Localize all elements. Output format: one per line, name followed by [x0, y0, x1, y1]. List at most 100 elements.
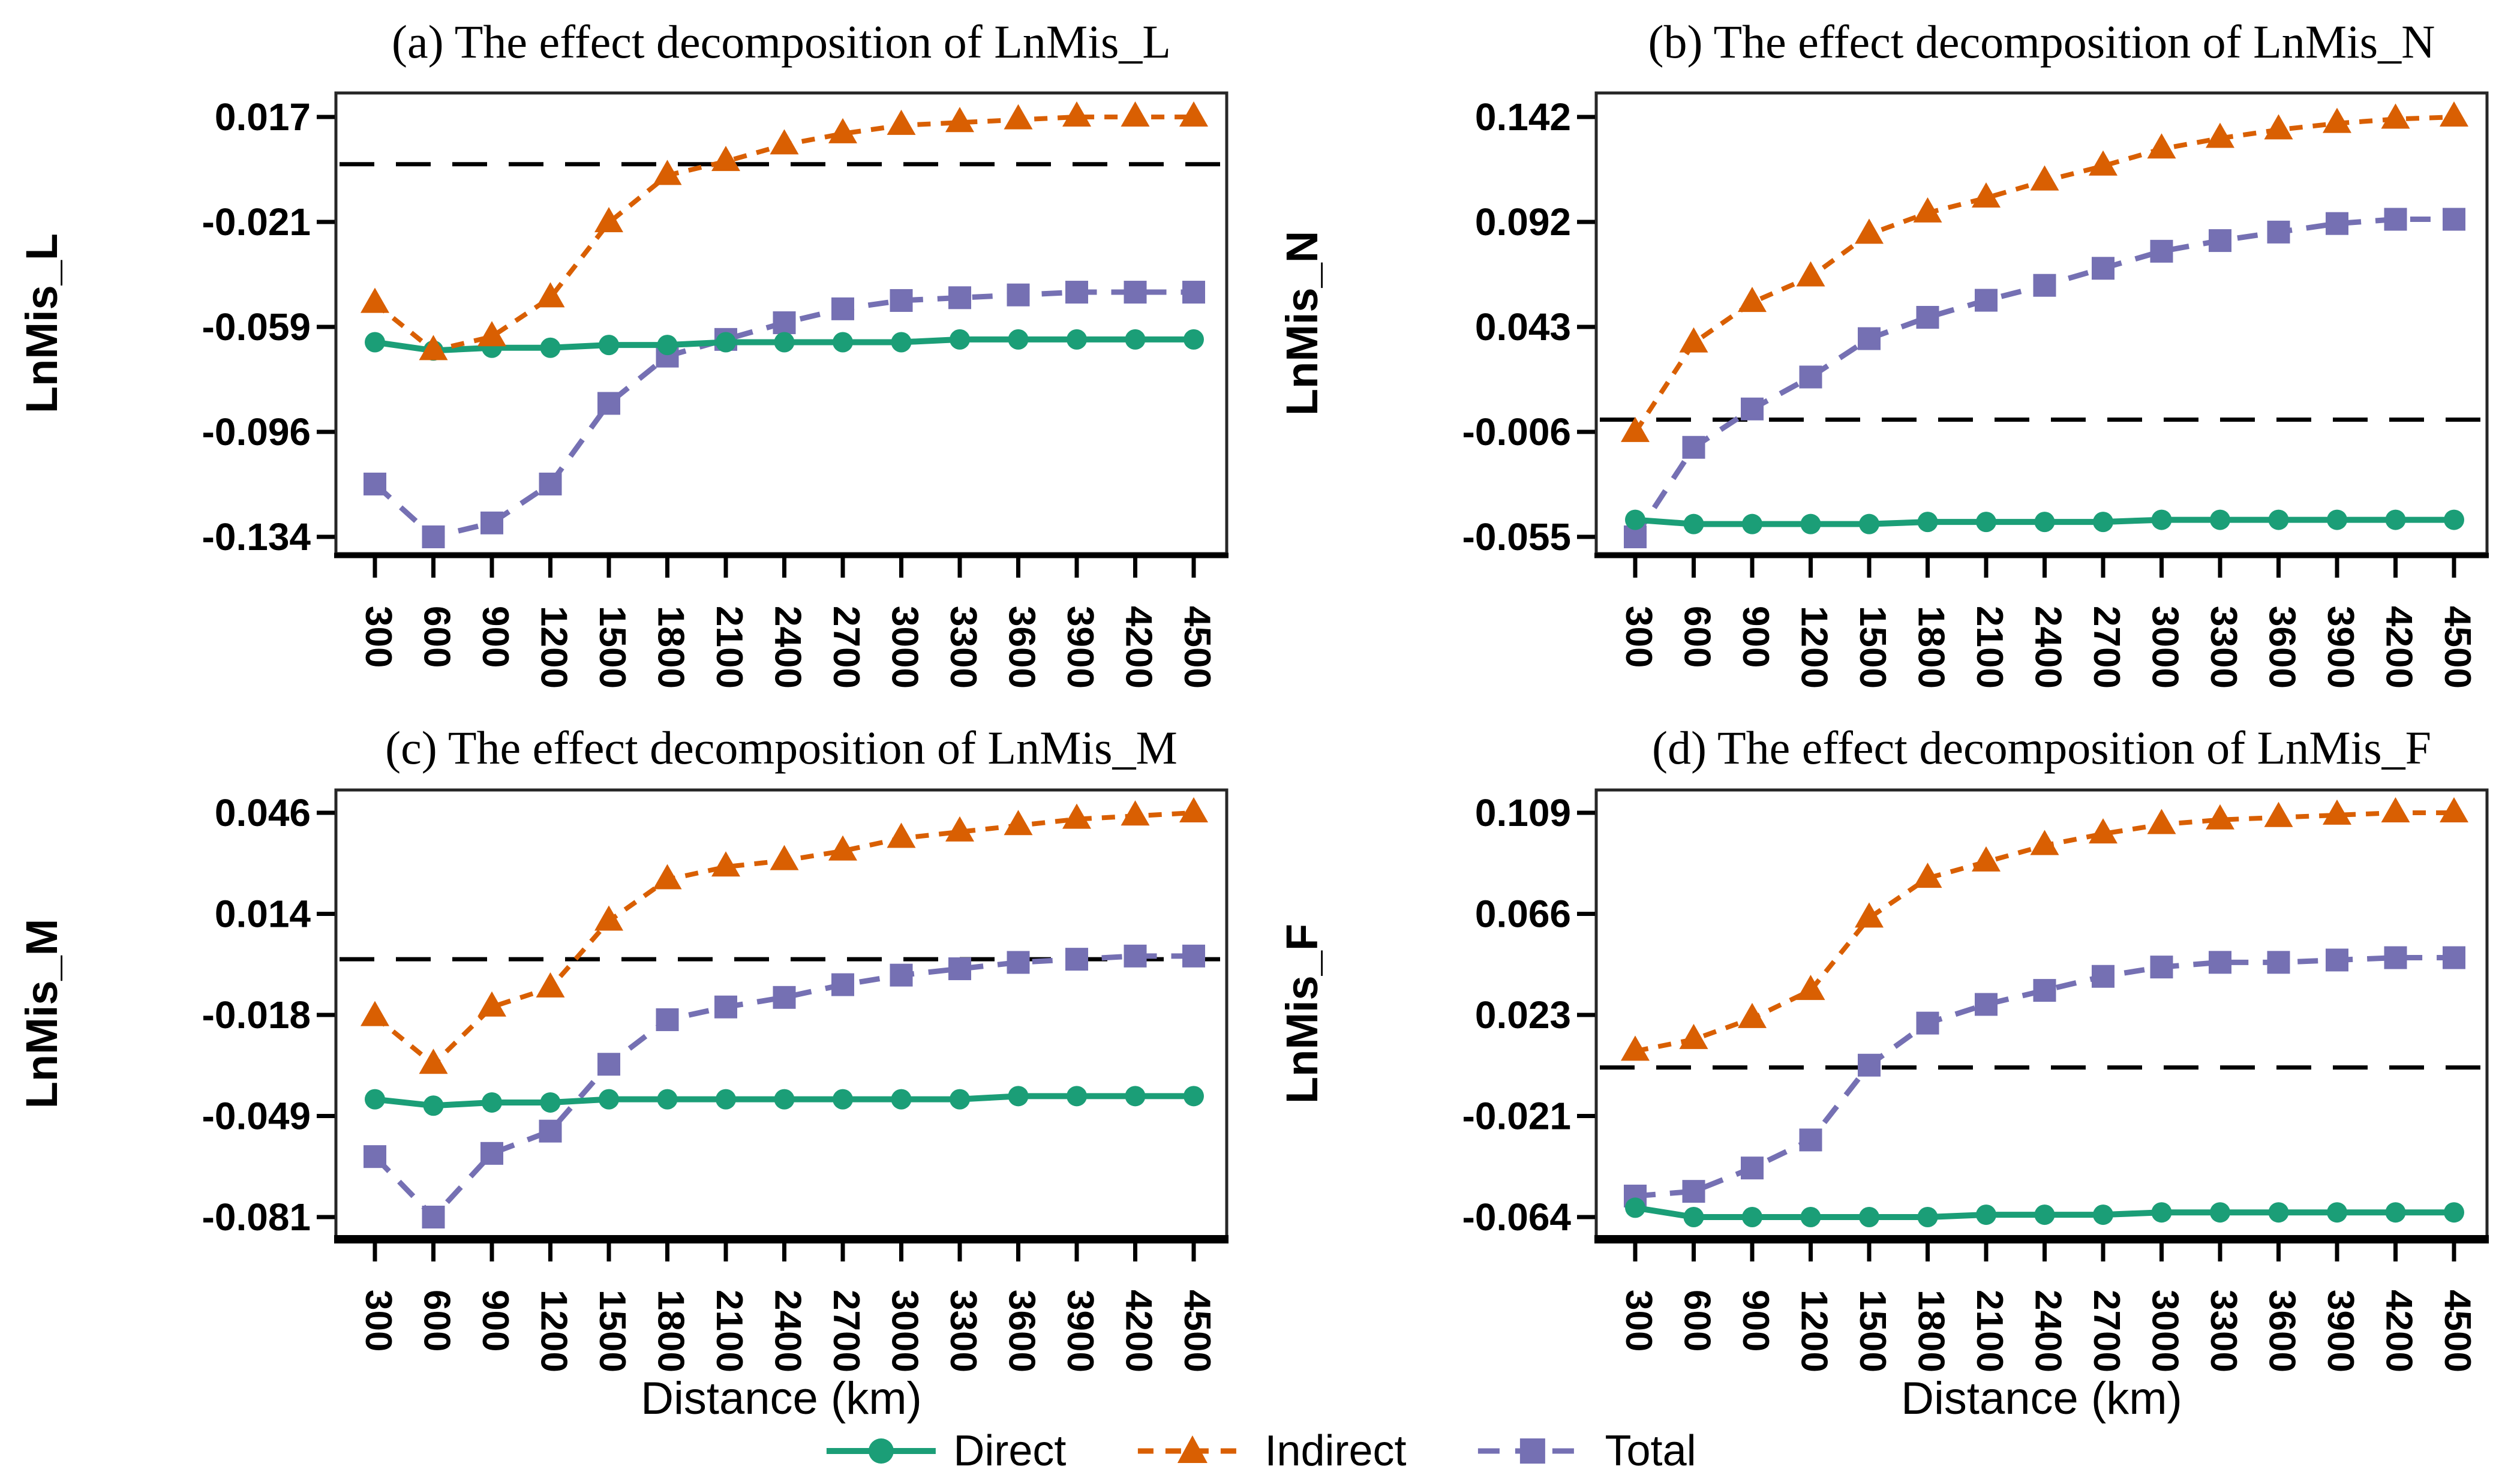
- x-tick-label: 900: [1735, 606, 1776, 668]
- y-tick-label: 0.046: [215, 791, 311, 834]
- legend-item-indirect: Indirect: [1135, 1426, 1407, 1476]
- legend-label-total: Total: [1605, 1427, 1696, 1475]
- x-tick-label: 1200: [533, 1290, 575, 1372]
- x-axis-title: Distance (km): [641, 1373, 922, 1424]
- x-tick-label: 3900: [2320, 1290, 2361, 1372]
- x-tick-label: 1800: [650, 606, 692, 689]
- x-tick-label: 3600: [1001, 606, 1043, 689]
- x-tick-label: 1800: [1911, 606, 1952, 689]
- x-axis: 300 600 900 1200 1500 1800 2100 2400 2700 3000 330…: [1618, 557, 2478, 689]
- x-tick-label: 300: [1618, 606, 1659, 668]
- x-tick-label: 900: [474, 1290, 516, 1351]
- series-indirect: [1621, 797, 2468, 1061]
- legend-label-direct: Direct: [953, 1427, 1067, 1475]
- y-tick-label: -0.021: [202, 200, 311, 244]
- x-tick-label: 1500: [591, 1290, 633, 1372]
- y-axis: 0.142 0.092 0.043 -0.006 -0.055: [1462, 95, 1595, 558]
- series-direct: [365, 329, 1204, 361]
- x-tick-label: 2100: [1969, 1290, 2010, 1372]
- y-axis-title: LnMis_F: [1277, 924, 1327, 1104]
- x-tick-label: 3600: [2261, 606, 2303, 689]
- x-tick-label: 2100: [708, 606, 750, 689]
- x-axis: 300 600 900 1200 1500 1800 2100 2400 2700 3000 330…: [358, 557, 1218, 689]
- y-tick-label: -0.055: [1462, 515, 1571, 558]
- y-tick-label: -0.006: [1462, 410, 1571, 453]
- x-tick-label: 4500: [1176, 1290, 1218, 1372]
- y-tick-label: -0.018: [202, 993, 311, 1037]
- x-tick-label: 4500: [2437, 1290, 2478, 1372]
- x-tick-label: 1200: [1794, 606, 1835, 689]
- series-total: [1624, 946, 2465, 1207]
- panel-d-chart: (d) The effect decomposition of LnMis_F …: [1260, 711, 2520, 1484]
- x-tick-label: 2100: [708, 1290, 750, 1372]
- legend-item-total: Total: [1476, 1426, 1696, 1476]
- legend: Direct Indirect Total: [824, 1426, 1696, 1476]
- y-tick-label: 0.043: [1475, 305, 1571, 349]
- x-tick-label: 3000: [884, 1290, 926, 1372]
- x-tick-label: 3000: [2144, 1290, 2186, 1372]
- legend-item-direct: Direct: [824, 1426, 1066, 1476]
- series-total: [1624, 208, 2465, 548]
- y-tick-label: -0.134: [202, 515, 311, 558]
- x-axis: 300 600 900 1200 1500 1800 2100 2400 2700 3000 330…: [358, 1241, 1218, 1372]
- x-tick-label: 2400: [767, 1290, 809, 1372]
- panel-c-chart: (c) The effect decomposition of LnMis_M …: [0, 711, 1260, 1484]
- y-axis: 0.017 -0.021 -0.059 -0.096 -0.134: [202, 95, 335, 558]
- legend-label-indirect: Indirect: [1264, 1427, 1407, 1475]
- panel-title: (c) The effect decomposition of LnMis_M: [385, 722, 1178, 774]
- x-tick-label: 900: [474, 606, 516, 668]
- panel-a-chart: (a) The effect decomposition of LnMis_L …: [0, 0, 1260, 711]
- x-tick-label: 600: [416, 606, 458, 668]
- x-tick-label: 2700: [825, 606, 867, 689]
- series-indirect: [361, 101, 1208, 361]
- y-tick-label: 0.142: [1475, 95, 1571, 139]
- x-tick-label: 600: [1677, 606, 1718, 668]
- y-tick-label: 0.109: [1475, 791, 1571, 834]
- x-tick-label: 900: [1735, 1290, 1776, 1351]
- total-line-marker-icon: [1477, 1438, 1587, 1464]
- x-tick-label: 2400: [2028, 606, 2069, 689]
- x-axis-title: Distance (km): [1901, 1373, 2182, 1424]
- x-tick-label: 600: [1677, 1290, 1718, 1351]
- x-tick-label: 2400: [2028, 1290, 2069, 1372]
- panel-title: (b) The effect decomposition of LnMis_N: [1648, 16, 2435, 68]
- x-tick-label: 2700: [2086, 1290, 2127, 1372]
- x-tick-label: 1500: [1852, 606, 1893, 689]
- plot-box: [1594, 788, 2489, 1243]
- y-axis-title: LnMis_L: [17, 233, 67, 413]
- y-tick-label: 0.014: [215, 893, 311, 936]
- x-tick-label: 1500: [591, 606, 633, 689]
- x-tick-label: 4200: [2378, 1290, 2420, 1372]
- series-total: [364, 944, 1205, 1228]
- y-tick-label: 0.092: [1475, 200, 1571, 244]
- x-tick-label: 2700: [825, 1290, 867, 1372]
- series-direct: [1625, 509, 2464, 534]
- y-tick-label: -0.096: [202, 410, 311, 453]
- series-total: [364, 281, 1205, 548]
- x-tick-label: 1200: [1794, 1290, 1835, 1372]
- x-tick-label: 1800: [650, 1290, 692, 1372]
- y-tick-label: 0.066: [1475, 893, 1571, 936]
- x-tick-label: 3300: [2203, 1290, 2244, 1372]
- panel-title: (d) The effect decomposition of LnMis_F: [1652, 722, 2431, 774]
- x-tick-label: 3900: [1059, 1290, 1101, 1372]
- x-tick-label: 300: [358, 606, 399, 668]
- x-tick-label: 3000: [884, 606, 926, 689]
- panel-title: (a) The effect decomposition of LnMis_L: [392, 16, 1171, 68]
- x-tick-label: 600: [416, 1290, 458, 1351]
- plot-box: [1594, 91, 2489, 558]
- x-tick-label: 3300: [942, 1290, 984, 1372]
- y-tick-label: -0.059: [202, 305, 311, 349]
- series-direct: [365, 1086, 1204, 1116]
- y-axis: 0.046 0.014 -0.018 -0.049 -0.081: [202, 791, 335, 1239]
- plot-box: [334, 91, 1229, 558]
- x-tick-label: 4200: [1118, 606, 1160, 689]
- x-tick-label: 1200: [533, 606, 575, 689]
- x-tick-label: 4500: [1176, 606, 1218, 689]
- y-tick-label: -0.081: [202, 1195, 311, 1239]
- x-tick-label: 3300: [942, 606, 984, 689]
- x-tick-label: 1500: [1852, 1290, 1893, 1372]
- y-tick-label: 0.023: [1475, 993, 1571, 1037]
- x-tick-label: 2400: [767, 606, 809, 689]
